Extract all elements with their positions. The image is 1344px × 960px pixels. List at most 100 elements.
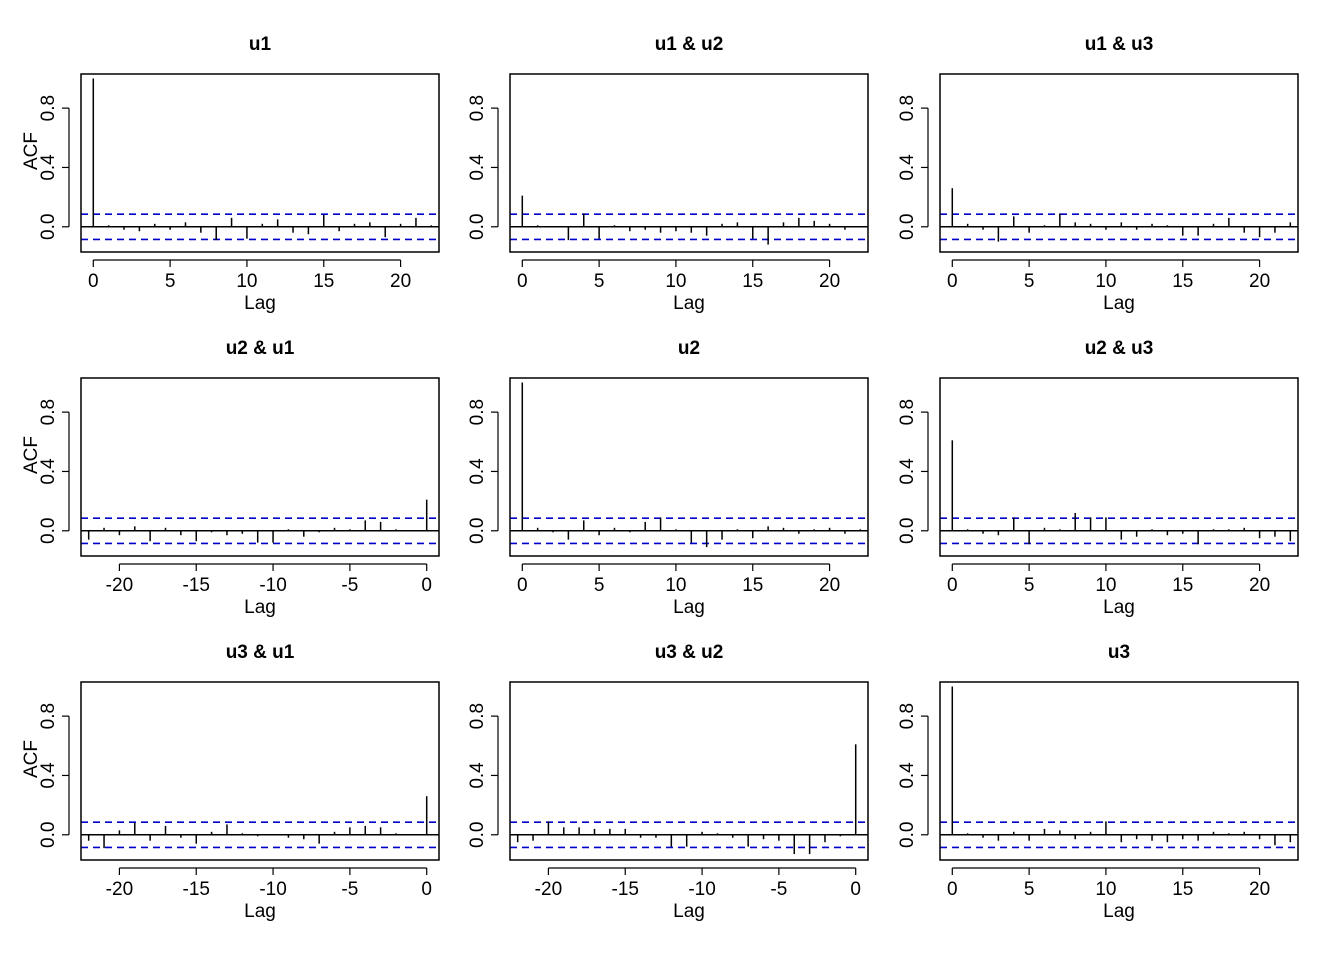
- x-axis-label: Lag: [673, 293, 705, 314]
- x-tick-label: 10: [665, 271, 686, 292]
- x-tick-label: 10: [665, 575, 686, 596]
- y-tick-label: 0.4: [38, 458, 59, 485]
- acf-panel: u2 & u1 -20 -15 -10 -5 0 Lag 0.0 0.4 0.8 ACF: [21, 338, 440, 618]
- x-tick-label: -20: [535, 879, 562, 900]
- x-tick-label: 0: [517, 271, 528, 292]
- y-tick-label: 0.4: [467, 762, 488, 789]
- acf-panel: u1 0 5 10 15 20 Lag 0.0 0.4 0.8 ACF: [21, 34, 440, 314]
- x-tick-label: -10: [259, 575, 286, 596]
- x-tick-label: 15: [742, 271, 763, 292]
- plot-frame: [509, 681, 869, 861]
- x-tick-label: 0: [947, 575, 958, 596]
- x-axis-label: Lag: [1103, 901, 1135, 922]
- acf-panel: u2 0 5 10 15 20 Lag 0.0 0.4 0.8: [467, 338, 869, 618]
- x-tick-label: 0: [88, 271, 99, 292]
- y-tick-label: 0.8: [897, 703, 918, 729]
- x-tick-label: -20: [106, 575, 133, 596]
- x-tick-label: 5: [1024, 271, 1035, 292]
- y-tick-label: 0.8: [467, 95, 488, 121]
- acf-panel: u1 & u3 0 5 10 15 20 Lag 0.0 0.4 0.8: [897, 34, 1299, 314]
- y-tick-label: 0.0: [38, 518, 59, 544]
- y-tick-label: 0.4: [897, 154, 918, 181]
- x-tick-label: 5: [1024, 575, 1035, 596]
- panel-title: u2 & u1: [226, 338, 295, 359]
- x-tick-label: -10: [688, 879, 715, 900]
- x-axis-label: Lag: [673, 597, 705, 618]
- x-axis-label: Lag: [244, 597, 276, 618]
- panel-title: u3: [1108, 642, 1130, 663]
- x-tick-label: 5: [594, 575, 605, 596]
- plot-frame: [80, 73, 440, 253]
- acf-panel: u1 & u2 0 5 10 15 20 Lag 0.0 0.4 0.8: [467, 34, 869, 314]
- y-tick-label: 0.0: [467, 518, 488, 544]
- y-axis-label: ACF: [21, 740, 42, 778]
- x-tick-label: 20: [819, 575, 840, 596]
- panel-title: u1: [249, 34, 272, 55]
- x-tick-label: -15: [183, 879, 210, 900]
- x-tick-label: 5: [594, 271, 605, 292]
- y-tick-label: 0.8: [467, 703, 488, 729]
- x-tick-label: 10: [1095, 575, 1116, 596]
- x-tick-label: 15: [742, 575, 763, 596]
- y-tick-label: 0.4: [38, 762, 59, 789]
- y-tick-label: 0.8: [897, 399, 918, 425]
- plot-frame: [509, 377, 869, 557]
- plot-frame: [939, 377, 1299, 557]
- y-tick-label: 0.0: [897, 518, 918, 544]
- x-tick-label: -20: [106, 879, 133, 900]
- x-tick-label: 15: [1172, 271, 1193, 292]
- x-tick-label: 0: [421, 879, 432, 900]
- x-axis-label: Lag: [244, 901, 276, 922]
- x-tick-label: 15: [1172, 879, 1193, 900]
- y-tick-label: 0.8: [897, 95, 918, 121]
- acf-panel: u3 & u1 -20 -15 -10 -5 0 Lag 0.0 0.4 0.8 ACF: [21, 642, 440, 922]
- x-axis-label: Lag: [673, 901, 705, 922]
- x-tick-label: 10: [1095, 879, 1116, 900]
- x-tick-label: 0: [421, 575, 432, 596]
- x-tick-label: 10: [1095, 271, 1116, 292]
- y-tick-label: 0.4: [897, 458, 918, 485]
- acf-panel: u2 & u3 0 5 10 15 20 Lag 0.0 0.4 0.8: [897, 338, 1299, 618]
- panel-title: u2 & u3: [1085, 338, 1154, 359]
- y-tick-label: 0.0: [38, 214, 59, 240]
- y-axis-label: ACF: [21, 436, 42, 474]
- y-tick-label: 0.0: [897, 214, 918, 240]
- panel-title: u1 & u2: [655, 34, 724, 55]
- x-tick-label: -5: [341, 575, 358, 596]
- plot-frame: [939, 73, 1299, 253]
- y-tick-label: 0.8: [38, 703, 59, 729]
- x-axis-label: Lag: [1103, 293, 1135, 314]
- y-tick-label: 0.8: [38, 95, 59, 121]
- y-tick-label: 0.8: [467, 399, 488, 425]
- x-tick-label: 0: [947, 271, 958, 292]
- x-axis-label: Lag: [244, 293, 276, 314]
- panel-title: u2: [678, 338, 700, 359]
- x-tick-label: 0: [517, 575, 528, 596]
- panel-title: u1 & u3: [1085, 34, 1154, 55]
- y-tick-label: 0.0: [38, 822, 59, 848]
- x-tick-label: 5: [165, 271, 176, 292]
- y-tick-label: 0.0: [467, 822, 488, 848]
- y-tick-label: 0.4: [897, 762, 918, 789]
- y-tick-label: 0.4: [467, 154, 488, 181]
- x-tick-label: 0: [850, 879, 861, 900]
- x-tick-label: -15: [183, 575, 210, 596]
- plot-frame: [509, 73, 869, 253]
- acf-panel: u3 0 5 10 15 20 Lag 0.0 0.4 0.8: [897, 642, 1299, 922]
- panel-title: u3 & u1: [226, 642, 295, 663]
- x-tick-label: 20: [1249, 879, 1270, 900]
- plot-frame: [80, 377, 440, 557]
- x-tick-label: -10: [259, 879, 286, 900]
- y-tick-label: 0.8: [38, 399, 59, 425]
- y-tick-label: 0.4: [467, 458, 488, 485]
- x-tick-label: -5: [770, 879, 787, 900]
- x-tick-label: 20: [1249, 271, 1270, 292]
- x-tick-label: 20: [819, 271, 840, 292]
- y-tick-label: 0.0: [467, 214, 488, 240]
- y-axis-label: ACF: [21, 132, 42, 170]
- x-tick-label: 5: [1024, 879, 1035, 900]
- plot-frame: [939, 681, 1299, 861]
- x-tick-label: -15: [612, 879, 639, 900]
- y-tick-label: 0.4: [38, 154, 59, 181]
